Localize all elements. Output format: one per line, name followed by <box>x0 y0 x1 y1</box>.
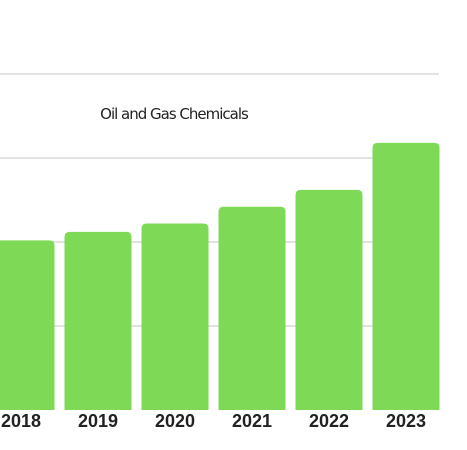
bar-2020 <box>141 223 209 410</box>
bars <box>0 142 440 410</box>
x-tick-label: 2019 <box>78 411 118 431</box>
x-tick-label: 2018 <box>1 411 41 431</box>
chart-title: Oil and Gas Chemicals <box>100 105 249 123</box>
bar-2022 <box>295 189 363 410</box>
x-tick-label: 2020 <box>155 411 195 431</box>
bar-2023 <box>372 142 440 410</box>
x-tick-label: 2022 <box>309 411 349 431</box>
bar-2019 <box>64 231 132 410</box>
bar-2018 <box>0 240 55 410</box>
x-tick-label: 2021 <box>232 411 272 431</box>
bar-2021 <box>218 206 286 410</box>
x-tick-labels: 2018 2019 2020 2021 2022 2023 <box>1 411 426 431</box>
x-tick-label: 2023 <box>386 411 426 431</box>
